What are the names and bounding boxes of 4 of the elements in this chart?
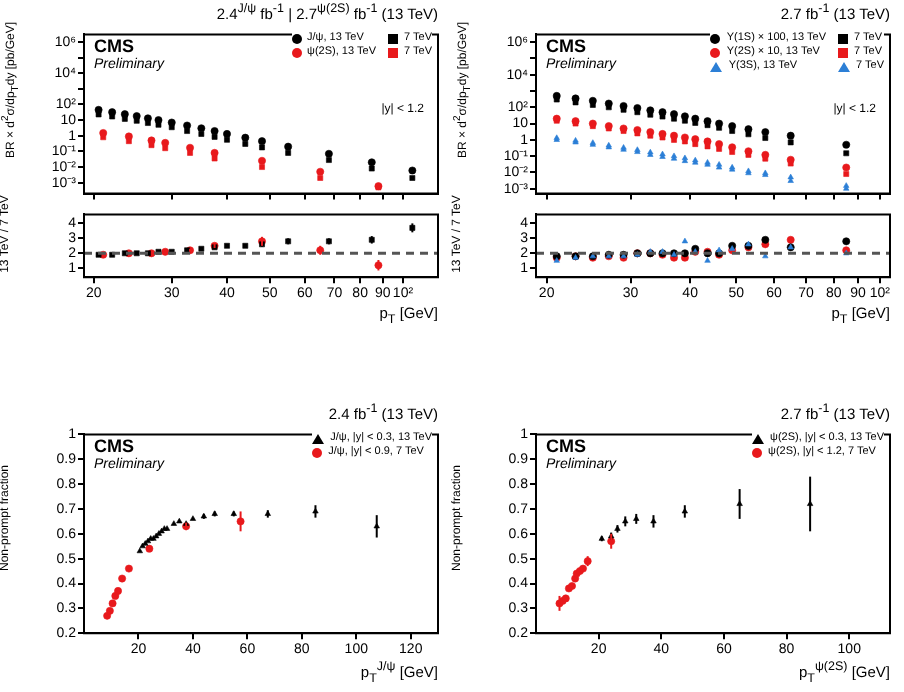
annotation: CMS [546, 436, 586, 456]
annotation: CMS [546, 36, 586, 56]
annotation: CMS [94, 36, 134, 56]
annotation: CMS [94, 436, 134, 456]
